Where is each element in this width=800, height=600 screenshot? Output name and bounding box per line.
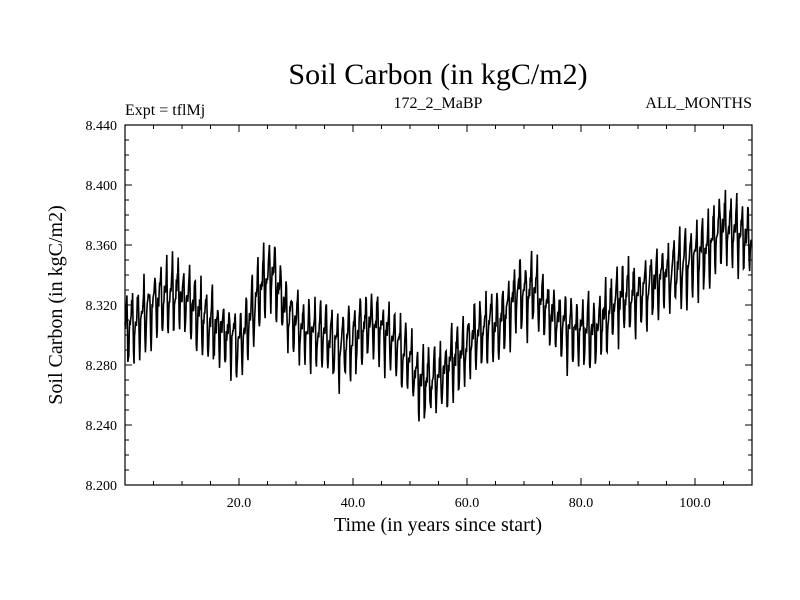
months-label: ALL_MONTHS bbox=[645, 95, 752, 112]
series-layer bbox=[124, 189, 753, 422]
y-tick-label: 8.360 bbox=[86, 239, 118, 254]
period-label: 172_2_MaBP bbox=[394, 95, 483, 112]
axis-ticks bbox=[125, 125, 752, 485]
experiment-label: Expt = tflMj bbox=[125, 102, 205, 119]
x-tick-label: 80.0 bbox=[569, 496, 594, 511]
y-tick-label: 8.320 bbox=[86, 299, 118, 314]
x-tick-label: 100.0 bbox=[679, 496, 711, 511]
x-tick-label: 40.0 bbox=[341, 496, 366, 511]
y-tick-label: 8.200 bbox=[86, 479, 118, 494]
tick-labels: 20.0 40.0 60.0 80.0 100.0 8.200 8.240 8.280 8.32… bbox=[86, 119, 711, 511]
y-tick-label: 8.280 bbox=[86, 359, 118, 374]
plot-frame bbox=[124, 124, 753, 486]
x-tick-label: 20.0 bbox=[227, 496, 252, 511]
y-axis-label: Soil Carbon (in kgC/m2) bbox=[45, 205, 67, 404]
y-tick-label: 8.400 bbox=[86, 179, 118, 194]
soil-carbon-series-line bbox=[124, 189, 753, 422]
x-axis-label: Time (in years since start) bbox=[334, 514, 542, 536]
y-tick-label: 8.240 bbox=[86, 419, 118, 434]
y-tick-label: 8.440 bbox=[86, 119, 118, 134]
x-tick-label: 60.0 bbox=[455, 496, 480, 511]
chart-title: Soil Carbon (in kgC/m2) bbox=[288, 58, 587, 91]
